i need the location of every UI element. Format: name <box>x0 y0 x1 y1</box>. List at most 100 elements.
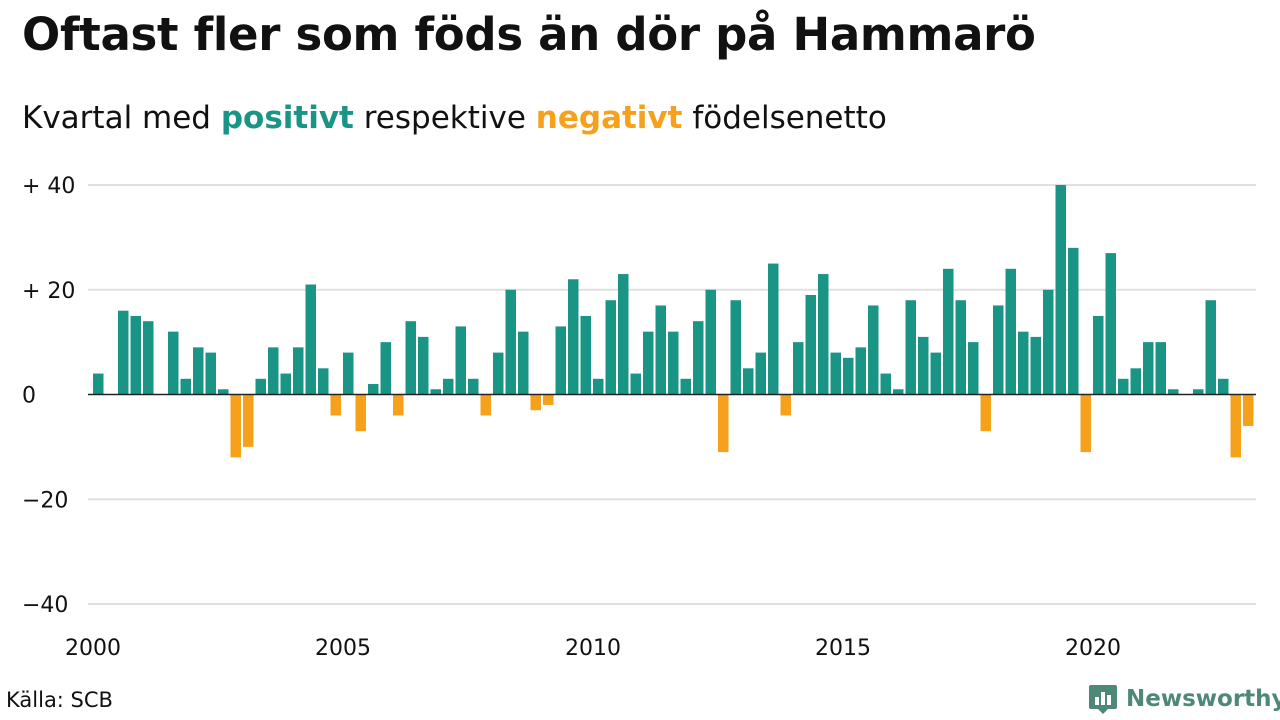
bar-positive <box>668 331 679 395</box>
bar-negative <box>230 394 241 458</box>
bar-positive <box>630 373 641 395</box>
y-tick-label: 0 <box>22 384 36 409</box>
brand-name: Newsworthy <box>1126 686 1280 712</box>
x-tick-label: 2020 <box>1065 636 1121 661</box>
bar-positive <box>830 352 841 395</box>
bar-positive <box>868 305 879 395</box>
bar-negative <box>718 394 729 453</box>
bar-positive <box>680 378 691 395</box>
bar-positive <box>280 373 291 395</box>
bar-positive <box>305 284 316 395</box>
bar-positive <box>518 331 529 395</box>
bar-positive <box>955 300 966 395</box>
bar-negative <box>1243 394 1254 426</box>
bar-positive <box>568 279 579 395</box>
bar-positive <box>468 378 479 395</box>
bar-positive <box>943 268 954 395</box>
bar-positive <box>443 378 454 395</box>
bar-negative <box>393 394 404 416</box>
bar-positive <box>93 373 104 395</box>
bar-positive <box>655 305 666 395</box>
subtitle-negative-label: negativt <box>535 100 683 136</box>
bar-positive <box>918 336 929 395</box>
source-note: Källa: SCB <box>6 688 113 712</box>
x-tick-label: 2000 <box>65 636 121 661</box>
bar-positive <box>1130 368 1141 395</box>
x-tick-label: 2015 <box>815 636 871 661</box>
bar-positive <box>730 300 741 395</box>
brand-logo: Newsworthy <box>1088 683 1280 715</box>
bar-positive <box>1030 336 1041 395</box>
bar-negative <box>330 394 341 416</box>
bar-negative <box>1230 394 1241 458</box>
bar-positive <box>343 352 354 395</box>
bar-positive <box>293 347 304 395</box>
bar-positive <box>1193 389 1204 395</box>
bar-positive <box>993 305 1004 395</box>
bar-positive <box>880 373 891 395</box>
bar-positive <box>255 378 266 395</box>
bar-positive <box>1043 289 1054 395</box>
bar-positive <box>1205 300 1216 395</box>
bar-positive <box>1155 342 1166 395</box>
bar-positive <box>1055 185 1066 395</box>
bar-positive <box>1218 378 1229 395</box>
bar-chart: + 40 + 20 0 −20 −40 2000 2005 2010 2015 2020 <box>22 174 1256 661</box>
bar-positive <box>705 289 716 395</box>
bar-positive <box>1018 331 1029 395</box>
bar-positive <box>905 300 916 395</box>
bar-negative <box>530 394 541 411</box>
bar-positive <box>605 300 616 395</box>
bar-positive <box>1118 378 1129 395</box>
bar-positive <box>580 315 591 395</box>
bar-positive <box>618 274 629 395</box>
x-tick-label: 2010 <box>565 636 621 661</box>
y-tick-label: −40 <box>22 593 68 618</box>
bar-positive <box>180 378 191 395</box>
y-tick-label: + 20 <box>22 279 75 304</box>
chart-title: Oftast fler som föds än dör på Hammarö <box>22 8 1036 61</box>
bar-positive <box>368 384 379 395</box>
bar-positive <box>593 378 604 395</box>
bar-positive <box>405 321 416 395</box>
bar-positive <box>555 326 566 395</box>
bar-positive <box>205 352 216 395</box>
bar-positive <box>693 321 704 395</box>
bar-positive <box>455 326 466 395</box>
bar-positive <box>218 389 229 395</box>
bar-positive <box>893 389 904 395</box>
bar-positive <box>818 274 829 395</box>
bar-positive <box>318 368 329 395</box>
bar-negative <box>355 394 366 432</box>
bar-positive <box>130 315 141 395</box>
bar-positive <box>755 352 766 395</box>
bar-positive <box>168 331 179 395</box>
bar-positive <box>418 336 429 395</box>
bar-negative <box>780 394 791 416</box>
bar-positive <box>743 368 754 395</box>
bar-positive <box>268 347 279 395</box>
bar-positive <box>793 342 804 395</box>
bar-positive <box>1005 268 1016 395</box>
bar-positive <box>1143 342 1154 395</box>
bar-negative <box>480 394 491 416</box>
subtitle-positive-label: positivt <box>220 100 354 136</box>
y-tick-label: −20 <box>22 488 68 513</box>
bar-positive <box>843 357 854 395</box>
bar-positive <box>930 352 941 395</box>
bar-positive <box>1068 247 1079 395</box>
bar-positive <box>1093 315 1104 395</box>
bar-positive <box>768 263 779 395</box>
chart-subtitle: Kvartal med positivt respektive negativt… <box>22 100 887 136</box>
bar-positive <box>493 352 504 395</box>
bar-positive <box>505 289 516 395</box>
subtitle-suffix: födelsenetto <box>682 100 887 136</box>
bar-positive <box>143 321 154 395</box>
subtitle-prefix: Kvartal med <box>22 100 221 136</box>
bar-positive <box>1168 389 1179 395</box>
bar-positive <box>430 389 441 395</box>
bar-positive <box>643 331 654 395</box>
bar-positive <box>1105 253 1116 395</box>
bar-positive <box>193 347 204 395</box>
y-tick-label: + 40 <box>22 174 75 199</box>
